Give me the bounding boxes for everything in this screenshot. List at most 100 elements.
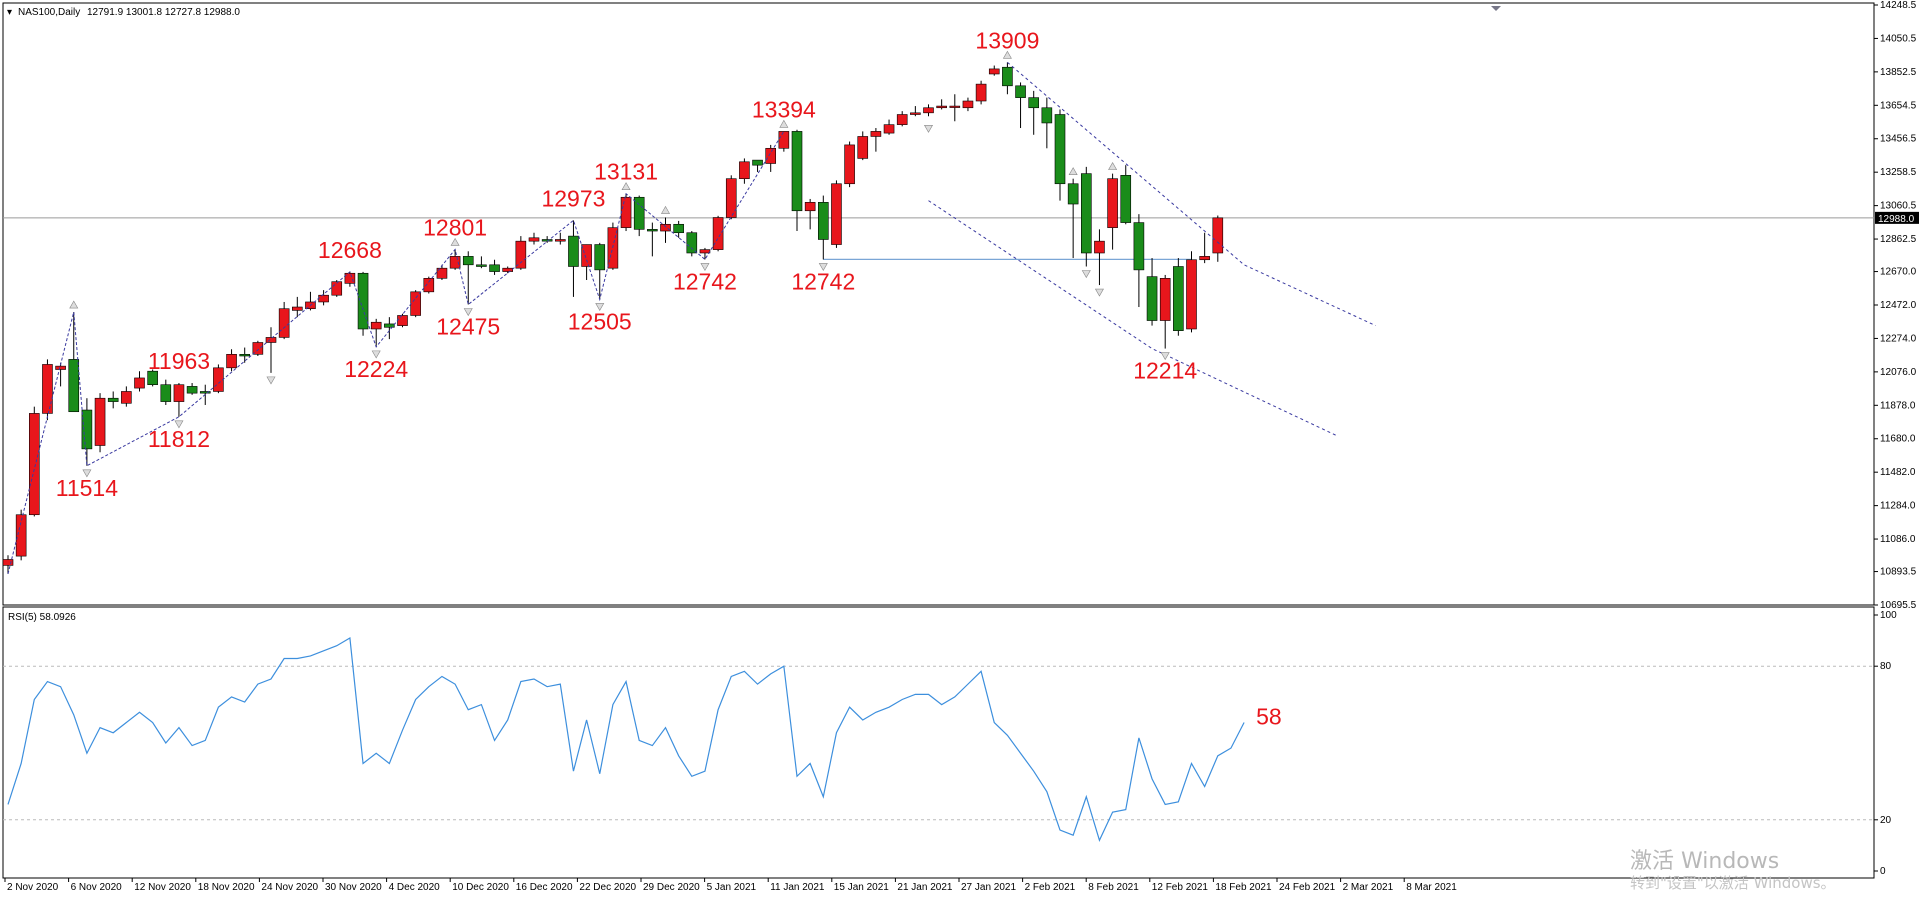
candle-body bbox=[647, 229, 658, 232]
candle[interactable] bbox=[1002, 62, 1013, 95]
candle[interactable] bbox=[462, 251, 474, 305]
rsi-panel[interactable] bbox=[2, 606, 1875, 879]
candle[interactable] bbox=[752, 159, 763, 172]
candle[interactable] bbox=[528, 232, 540, 245]
candle[interactable] bbox=[502, 266, 514, 274]
candle[interactable] bbox=[883, 119, 895, 135]
candle[interactable] bbox=[278, 301, 290, 340]
rsi-tick-label: 80 bbox=[1880, 661, 1892, 672]
candle[interactable] bbox=[1146, 258, 1158, 326]
candle[interactable] bbox=[1212, 215, 1224, 262]
candle[interactable] bbox=[1015, 82, 1026, 129]
candle[interactable] bbox=[68, 312, 80, 413]
candle[interactable] bbox=[1159, 274, 1171, 349]
candle[interactable] bbox=[804, 198, 816, 230]
price-tick-label: 11482.0 bbox=[1880, 467, 1916, 478]
candle[interactable] bbox=[673, 220, 684, 238]
candle[interactable] bbox=[489, 259, 500, 275]
candle[interactable] bbox=[568, 220, 579, 297]
candle[interactable] bbox=[817, 195, 829, 260]
candle[interactable] bbox=[739, 158, 750, 184]
candle[interactable] bbox=[1133, 214, 1145, 308]
candle[interactable] bbox=[121, 386, 132, 407]
scroll-marker-icon[interactable] bbox=[1491, 6, 1501, 11]
candle[interactable] bbox=[344, 271, 356, 287]
candle[interactable] bbox=[620, 193, 632, 232]
candle[interactable] bbox=[554, 232, 566, 245]
candle[interactable] bbox=[699, 247, 711, 260]
candle[interactable] bbox=[778, 131, 790, 152]
candle[interactable] bbox=[949, 94, 961, 122]
watermark-line2: 转到"设置"以激活 Windows。 bbox=[1630, 874, 1836, 892]
candle[interactable] bbox=[213, 364, 224, 394]
candle[interactable] bbox=[423, 276, 435, 294]
candle[interactable] bbox=[896, 111, 908, 127]
candle[interactable] bbox=[410, 290, 421, 318]
collapse-arrow-icon[interactable]: ▾ bbox=[7, 7, 12, 18]
candle[interactable] bbox=[186, 383, 198, 395]
candle[interactable] bbox=[173, 383, 185, 417]
candle[interactable] bbox=[910, 106, 921, 117]
candle[interactable] bbox=[134, 371, 145, 392]
candle[interactable] bbox=[975, 80, 987, 105]
candle[interactable] bbox=[397, 313, 408, 328]
candle[interactable] bbox=[1028, 90, 1039, 135]
candle[interactable] bbox=[870, 128, 882, 152]
candle[interactable] bbox=[1081, 166, 1092, 267]
candle[interactable] bbox=[765, 144, 777, 172]
candle[interactable] bbox=[436, 264, 448, 281]
candle[interactable] bbox=[936, 99, 947, 110]
candle[interactable] bbox=[791, 129, 803, 232]
candle[interactable] bbox=[160, 379, 172, 405]
candle-body bbox=[581, 244, 592, 267]
candle[interactable] bbox=[962, 97, 974, 112]
candle[interactable] bbox=[1120, 165, 1132, 225]
candle[interactable] bbox=[1094, 229, 1105, 286]
candle-body bbox=[252, 342, 264, 355]
candle[interactable] bbox=[831, 180, 842, 248]
candle[interactable] bbox=[384, 317, 395, 340]
candle[interactable] bbox=[291, 296, 303, 318]
candle[interactable] bbox=[594, 242, 606, 300]
candle[interactable] bbox=[1054, 109, 1066, 201]
candle[interactable] bbox=[94, 393, 106, 453]
candle[interactable] bbox=[147, 369, 158, 387]
candle[interactable] bbox=[15, 509, 27, 561]
candle[interactable] bbox=[515, 236, 527, 270]
fractal-arrow-icon bbox=[779, 119, 789, 128]
candle[interactable] bbox=[1186, 251, 1197, 333]
candle[interactable] bbox=[357, 271, 369, 336]
candle[interactable] bbox=[28, 406, 40, 517]
fractal-arrow-icon bbox=[1068, 167, 1078, 175]
candle[interactable] bbox=[1067, 178, 1079, 259]
candle[interactable] bbox=[252, 340, 264, 356]
candle[interactable] bbox=[55, 362, 66, 387]
candle[interactable] bbox=[1199, 232, 1210, 264]
candle[interactable] bbox=[476, 256, 487, 269]
candle[interactable] bbox=[42, 359, 53, 421]
candle[interactable] bbox=[988, 65, 1000, 76]
candle[interactable] bbox=[633, 195, 645, 237]
candle[interactable] bbox=[1173, 258, 1184, 336]
candle[interactable] bbox=[647, 222, 658, 257]
candle[interactable] bbox=[725, 175, 737, 220]
candle[interactable] bbox=[923, 104, 934, 117]
candle-body bbox=[1094, 240, 1105, 254]
candle[interactable] bbox=[686, 231, 698, 257]
candle[interactable] bbox=[107, 391, 119, 409]
candle[interactable] bbox=[370, 318, 382, 347]
candle[interactable] bbox=[857, 131, 869, 161]
candle[interactable] bbox=[81, 398, 93, 466]
candle[interactable] bbox=[581, 244, 592, 281]
candle[interactable] bbox=[449, 249, 461, 270]
candle[interactable] bbox=[265, 327, 277, 373]
candle[interactable] bbox=[844, 141, 855, 188]
candle[interactable] bbox=[1107, 173, 1118, 250]
candle[interactable] bbox=[1041, 97, 1053, 149]
candle[interactable] bbox=[239, 347, 250, 363]
candle[interactable] bbox=[2, 555, 14, 574]
candle[interactable] bbox=[712, 215, 724, 252]
candle[interactable] bbox=[660, 217, 671, 243]
candle[interactable] bbox=[226, 349, 237, 372]
